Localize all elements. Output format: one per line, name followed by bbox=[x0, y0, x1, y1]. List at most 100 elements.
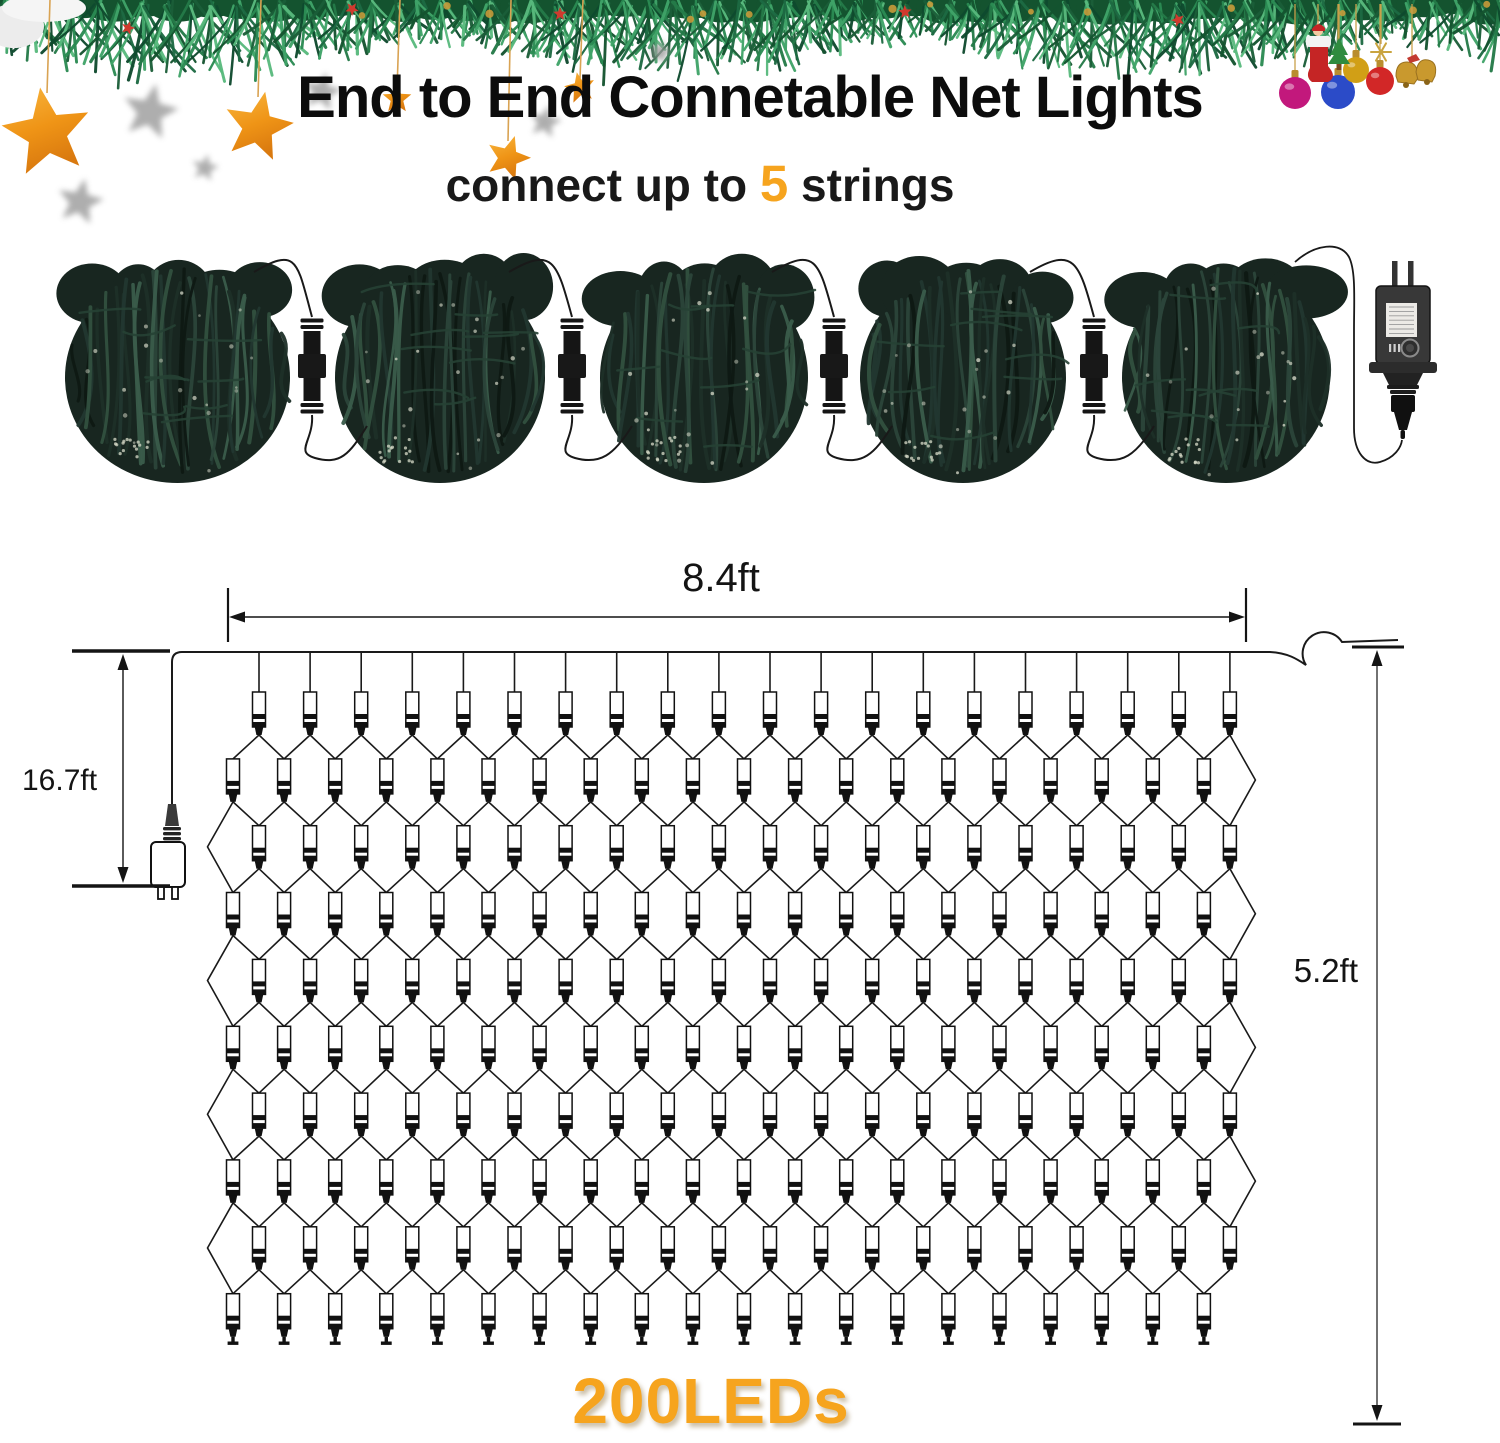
led-bulb bbox=[558, 691, 573, 735]
led-bulb bbox=[1196, 758, 1212, 802]
led-bulb bbox=[405, 1226, 420, 1270]
bells-ornament-icon bbox=[1395, 54, 1437, 88]
orange-star-icon bbox=[382, 84, 412, 112]
plug-prong-icon bbox=[1408, 261, 1414, 288]
led-bulb bbox=[251, 1226, 267, 1270]
dimension-arrows bbox=[72, 588, 1404, 1426]
led-bulb bbox=[456, 824, 471, 869]
led-bulb bbox=[711, 1092, 727, 1137]
led-bulb bbox=[251, 691, 267, 735]
led-bulb bbox=[1120, 824, 1135, 869]
led-bulb bbox=[1120, 1226, 1135, 1270]
coupler-connector bbox=[1080, 318, 1108, 414]
led-bulb bbox=[1043, 758, 1058, 802]
led-bulb bbox=[1171, 1092, 1187, 1137]
led-bulb bbox=[225, 1159, 241, 1203]
led-bulb bbox=[379, 1292, 394, 1337]
led-bulb bbox=[405, 691, 420, 735]
led-bulb bbox=[327, 1025, 343, 1070]
led-bulb bbox=[1043, 1292, 1058, 1337]
led-bulb bbox=[609, 824, 624, 869]
led-bulb bbox=[1018, 958, 1033, 1003]
led-bulb bbox=[1069, 691, 1084, 735]
led-bulb bbox=[583, 1025, 598, 1070]
power-plug-outline-icon bbox=[150, 804, 186, 900]
led-bulb bbox=[302, 691, 318, 735]
hanging-stars bbox=[1, 0, 594, 180]
mini-red-star-icon bbox=[553, 7, 567, 20]
led-bulb bbox=[1094, 1025, 1109, 1070]
led-bulb bbox=[634, 891, 650, 936]
led-bulb bbox=[1069, 958, 1084, 1003]
coupler-connector bbox=[558, 318, 586, 414]
led-bulb bbox=[225, 1025, 241, 1070]
led-bulb bbox=[1196, 1159, 1212, 1203]
led-bulb bbox=[481, 1159, 496, 1203]
led-bulb bbox=[813, 1226, 829, 1270]
led-bulb bbox=[251, 824, 267, 869]
led-bulb bbox=[736, 1292, 752, 1337]
led-bulb bbox=[276, 1159, 292, 1203]
led-bulb bbox=[941, 758, 956, 802]
led-bulb bbox=[532, 1159, 547, 1203]
led-bulb bbox=[1171, 958, 1187, 1003]
led-count-label: 200LEDs bbox=[572, 1365, 850, 1437]
led-bulb bbox=[1145, 1025, 1161, 1070]
led-bulb bbox=[1171, 691, 1187, 735]
led-bulb bbox=[558, 1226, 573, 1270]
led-bulb bbox=[890, 1292, 905, 1337]
led-bulb bbox=[276, 758, 292, 802]
bauble-icon bbox=[1366, 67, 1394, 95]
net-height-label: 5.2ft bbox=[1293, 952, 1358, 989]
led-bulb bbox=[685, 1292, 701, 1337]
led-bulb bbox=[736, 1025, 752, 1070]
led-bulb bbox=[685, 1025, 701, 1070]
led-bulb bbox=[558, 958, 573, 1003]
net-width-label: 8.4ft bbox=[682, 556, 760, 600]
led-bulb bbox=[302, 1092, 318, 1137]
light-bundle bbox=[1104, 258, 1348, 483]
light-bundle bbox=[858, 256, 1074, 483]
led-bulb bbox=[916, 1092, 931, 1137]
plug-prong-icon bbox=[1392, 261, 1398, 288]
led-bulb bbox=[532, 758, 547, 802]
led-bulb bbox=[379, 758, 394, 802]
mini-red-star-icon bbox=[898, 5, 912, 18]
subtitle-prefix: connect up to bbox=[445, 159, 760, 211]
led-bulb bbox=[353, 958, 369, 1003]
led-bulb bbox=[456, 1226, 471, 1270]
led-bulb bbox=[762, 1092, 778, 1137]
led-bulb bbox=[1196, 891, 1212, 936]
led-bulb bbox=[660, 1092, 676, 1137]
led-bulb bbox=[813, 958, 829, 1003]
led-bulb bbox=[609, 1092, 624, 1137]
led-bulb bbox=[992, 1292, 1007, 1337]
led-bulb bbox=[327, 1159, 343, 1203]
led-bulb bbox=[941, 1025, 956, 1070]
led-bulb bbox=[634, 1292, 650, 1337]
led-bulb bbox=[634, 758, 650, 802]
led-bulb bbox=[532, 1025, 547, 1070]
led-bulb bbox=[736, 1159, 752, 1203]
shadow-stars bbox=[59, 39, 673, 224]
led-bulb bbox=[787, 891, 803, 936]
led-bulb bbox=[1196, 1292, 1212, 1337]
led-bulb bbox=[353, 824, 369, 869]
mini-red-star-icon bbox=[1171, 13, 1184, 27]
led-bulb bbox=[916, 1226, 931, 1270]
led-bulb bbox=[967, 1092, 982, 1137]
garland bbox=[0, 0, 1500, 90]
led-bulb bbox=[890, 758, 905, 802]
led-bulb bbox=[507, 824, 522, 869]
led-bulb bbox=[507, 958, 522, 1003]
led-bulb bbox=[838, 1159, 854, 1203]
led-bulb bbox=[532, 891, 547, 936]
led-bulb bbox=[430, 1025, 445, 1070]
shadow-star-icon bbox=[192, 154, 219, 181]
led-bulb bbox=[583, 891, 598, 936]
led-bulb bbox=[405, 958, 420, 1003]
led-bulb bbox=[1043, 1025, 1058, 1070]
led-bulb bbox=[711, 824, 727, 869]
led-bulb bbox=[992, 1159, 1007, 1203]
led-bulb bbox=[762, 1226, 778, 1270]
